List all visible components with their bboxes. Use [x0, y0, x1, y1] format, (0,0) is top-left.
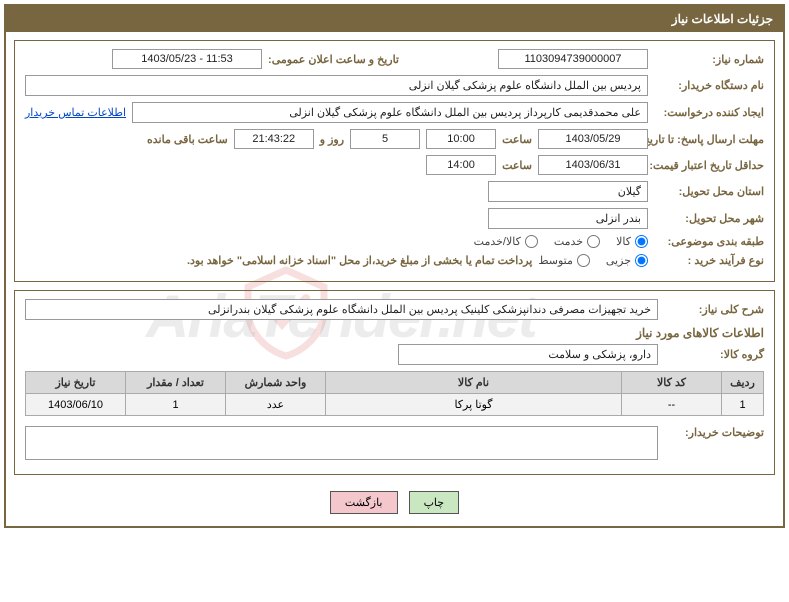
back-button[interactable]: بازگشت [330, 491, 398, 514]
resp-deadline-time: 10:00 [426, 129, 496, 149]
remain-label: ساعت باقی مانده [147, 133, 228, 146]
td-name: گوتا پرکا [326, 394, 622, 416]
province-value: گیلان [488, 181, 648, 202]
time-label-1: ساعت [502, 133, 532, 146]
announce-dt-value: 1403/05/23 - 11:53 [112, 49, 262, 69]
category-radio-group: کالا خدمت کالا/خدمت [474, 235, 648, 248]
announce-dt-label: تاریخ و ساعت اعلان عمومی: [268, 53, 399, 66]
th-name: نام کالا [326, 372, 622, 394]
province-label: استان محل تحویل: [654, 185, 764, 198]
radio-small[interactable]: جزیی [606, 254, 648, 267]
requester-label: ایجاد کننده درخواست: [654, 106, 764, 119]
th-date: تاریخ نیاز [26, 372, 126, 394]
panel-header: جزئیات اطلاعات نیاز [6, 6, 783, 32]
th-code: کد کالا [622, 372, 722, 394]
print-button[interactable]: چاپ [409, 491, 460, 514]
city-label: شهر محل تحویل: [654, 212, 764, 225]
buyer-notes-label: توضیحات خریدار: [664, 426, 764, 439]
table-row: 1 -- گوتا پرکا عدد 1 1403/06/10 [26, 394, 764, 416]
detail-fieldset: شرح کلی نیاز: خرید تجهیزات مصرفی دندانپز… [14, 290, 775, 475]
price-valid-label: حداقل تاریخ اعتبار قیمت: تا تاریخ: [654, 159, 764, 172]
th-unit: واحد شمارش [226, 372, 326, 394]
td-row: 1 [722, 394, 764, 416]
th-row: ردیف [722, 372, 764, 394]
radio-medium-label: متوسط [538, 254, 573, 267]
resp-deadline-date: 1403/05/29 [538, 129, 648, 149]
city-value: بندر انزلی [488, 208, 648, 229]
radio-service[interactable]: خدمت [554, 235, 600, 248]
buyer-org-label: نام دستگاه خریدار: [654, 79, 764, 92]
radio-both-label: کالا/خدمت [474, 235, 521, 248]
td-date: 1403/06/10 [26, 394, 126, 416]
payment-note: پرداخت تمام یا بخشی از مبلغ خرید،از محل … [187, 254, 532, 267]
footer-buttons: چاپ بازگشت [14, 483, 775, 518]
resp-deadline-label: مهلت ارسال پاسخ: تا تاریخ: [654, 133, 764, 146]
items-table: ردیف کد کالا نام کالا واحد شمارش تعداد /… [25, 371, 764, 416]
desc-value: خرید تجهیزات مصرفی دندانپزشکی کلینیک پرد… [25, 299, 658, 320]
need-number-value: 1103094739000007 [498, 49, 648, 69]
purchase-type-radio-group: جزیی متوسط [538, 254, 648, 267]
buyer-org-value: پردیس بین الملل دانشگاه علوم پزشکی گیلان… [25, 75, 648, 96]
group-value: دارو، پزشکی و سلامت [398, 344, 658, 365]
td-qty: 1 [126, 394, 226, 416]
td-code: -- [622, 394, 722, 416]
need-number-label: شماره نیاز: [654, 53, 764, 66]
radio-goods[interactable]: کالا [616, 235, 648, 248]
time-label-2: ساعت [502, 159, 532, 172]
radio-small-label: جزیی [606, 254, 631, 267]
buyer-contact-link[interactable]: اطلاعات تماس خریدار [25, 106, 126, 119]
days-and-label: روز و [320, 133, 344, 146]
radio-goods-label: کالا [616, 235, 631, 248]
radio-service-label: خدمت [554, 235, 583, 248]
price-valid-date: 1403/06/31 [538, 155, 648, 175]
group-label: گروه کالا: [664, 348, 764, 361]
desc-label: شرح کلی نیاز: [664, 303, 764, 316]
time-remaining: 21:43:22 [234, 129, 314, 149]
price-valid-time: 14:00 [426, 155, 496, 175]
radio-both[interactable]: کالا/خدمت [474, 235, 538, 248]
radio-medium[interactable]: متوسط [538, 254, 590, 267]
th-qty: تعداد / مقدار [126, 372, 226, 394]
td-unit: عدد [226, 394, 326, 416]
buyer-notes-box [25, 426, 658, 460]
items-section-title: اطلاعات کالاهای مورد نیاز [25, 326, 764, 340]
category-label: طبقه بندی موضوعی: [654, 235, 764, 248]
days-remaining: 5 [350, 129, 420, 149]
main-info-fieldset: شماره نیاز: 1103094739000007 تاریخ و ساع… [14, 40, 775, 282]
purchase-type-label: نوع فرآیند خرید : [654, 254, 764, 267]
requester-value: علی محمدقدیمی کارپرداز پردیس بین الملل د… [132, 102, 648, 123]
